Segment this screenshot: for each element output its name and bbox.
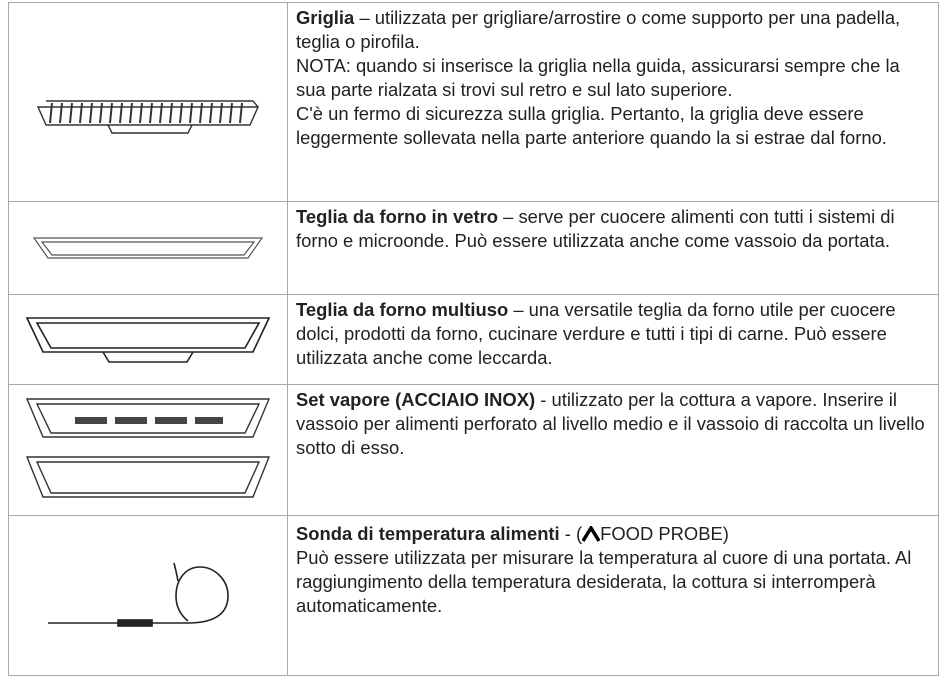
row: Set vapore (ACCIAIO INOX) - utilizzato p… (8, 384, 939, 516)
glass-tray-icon (32, 237, 264, 259)
text-cell: Teglia da forno multiuso – una versatile… (287, 294, 939, 385)
item-title: Sonda di temperatura alimenti (296, 523, 560, 544)
row: Teglia da forno multiuso – una versatile… (8, 294, 939, 385)
text-cell: Sonda di temperatura alimenti - ( FOOD PR… (287, 515, 939, 676)
note: NOTA: quando si inserisce la griglia nel… (296, 55, 900, 100)
note: Può essere utilizzata per misurare la te… (296, 547, 912, 616)
probe-symbol (581, 524, 601, 542)
image-cell (8, 201, 288, 295)
note: C'è un fermo di sicurezza sulla griglia.… (296, 103, 887, 148)
probe-icon (48, 562, 229, 627)
item-title: Set vapore (ACCIAIO INOX) (296, 389, 536, 410)
text-cell: Griglia – utilizzata per grigliare/arros… (287, 2, 939, 202)
text-cell: Teglia da forno in vetro – serve per cuo… (287, 201, 939, 295)
image-cell (8, 384, 288, 516)
grill-icon (36, 100, 260, 134)
item-title: Griglia (296, 7, 355, 28)
text-cell: Set vapore (ACCIAIO INOX) - utilizzato p… (287, 384, 939, 516)
item-text: – una versatile teglia da forno utile pe… (296, 299, 896, 368)
image-cell (8, 2, 288, 202)
item-text: - ( (564, 523, 583, 544)
paragraph: Sonda di temperatura alimenti - ( FOOD PR… (296, 522, 930, 546)
paragraph: Teglia da forno multiuso – una versatile… (296, 298, 930, 370)
row: Griglia – utilizzata per grigliare/arros… (8, 2, 939, 202)
image-cell (8, 294, 288, 385)
paragraph: Griglia – utilizzata per grigliare/arros… (296, 6, 930, 54)
item-text: – serve per cuocere alimenti con tutti i… (296, 206, 895, 251)
item-text: – utilizzata per grigliare/arrostire o c… (296, 7, 901, 52)
multi-tray-icon (25, 316, 271, 363)
paragraph: Teglia da forno in vetro – serve per cuo… (296, 205, 930, 253)
item-title: Teglia da forno multiuso (296, 299, 509, 320)
accessories-table: Griglia – utilizzata per grigliare/arros… (8, 2, 939, 676)
paragraph: Set vapore (ACCIAIO INOX) - utilizzato p… (296, 388, 930, 460)
image-cell (8, 515, 288, 676)
item-title: Teglia da forno in vetro (296, 206, 498, 227)
item-label: FOOD PROBE) (600, 523, 729, 544)
steam-set-icon (25, 397, 271, 498)
item-text: - utilizzato per la cottura a vapore. In… (296, 389, 925, 458)
row: Teglia da forno in vetro – serve per cuo… (8, 201, 939, 295)
row: Sonda di temperatura alimenti - ( FOOD PR… (8, 515, 939, 676)
